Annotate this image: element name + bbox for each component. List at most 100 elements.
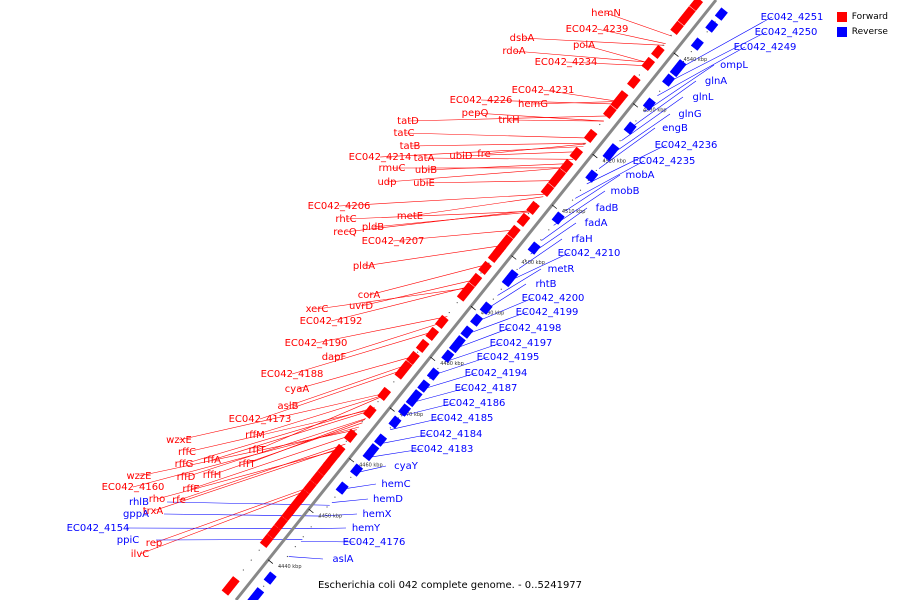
forward-gene-block xyxy=(456,282,475,302)
forward-leader-line xyxy=(379,146,584,158)
reverse-swatch xyxy=(836,26,847,37)
forward-leader-line xyxy=(521,37,665,46)
reverse-gene-label: ompL xyxy=(720,60,748,71)
genome-backbone xyxy=(234,0,718,600)
forward-gene-label: tatC xyxy=(394,128,415,139)
reverse-gene-block xyxy=(661,73,676,87)
forward-leader-line xyxy=(542,89,620,102)
forward-gene-label: EC042_4207 xyxy=(362,236,425,247)
forward-gene-label: uvrD xyxy=(349,301,373,312)
forward-leader-line xyxy=(403,132,591,139)
forward-gene-block xyxy=(377,386,392,402)
backbone-dot xyxy=(638,74,640,76)
tick-label: 4530 kbp xyxy=(643,108,667,114)
tick-label: 4540 kbp xyxy=(684,57,708,63)
backbone-dot xyxy=(310,526,312,528)
tick-mark xyxy=(267,559,274,564)
forward-leader-line xyxy=(423,157,574,160)
backbone-dot xyxy=(670,34,672,36)
reverse-gene-label: hemC xyxy=(381,479,410,490)
forward-leader-line xyxy=(460,151,580,157)
reverse-gene-block xyxy=(690,37,704,51)
reverse-gene-label: mobA xyxy=(625,170,654,181)
forward-gene-label: rhtC xyxy=(335,214,356,225)
forward-gene-label: wzxE xyxy=(166,435,192,446)
tick-mark xyxy=(632,103,639,108)
backbone-dot xyxy=(393,381,395,383)
backbone-dot xyxy=(294,546,296,548)
reverse-leader-line xyxy=(476,297,534,322)
forward-leader-line xyxy=(480,99,618,105)
forward-gene-label: corA xyxy=(358,290,381,301)
reverse-gene-label: metR xyxy=(548,264,575,275)
forward-gene-block xyxy=(689,0,704,12)
reverse-leader-line xyxy=(390,417,443,430)
legend-forward: Forward xyxy=(836,9,888,24)
reverse-gene-label: rhlB xyxy=(129,497,149,508)
forward-gene-label: EC042_4226 xyxy=(450,95,513,106)
backbone-dot xyxy=(492,298,494,300)
forward-leader-line xyxy=(185,418,366,478)
backbone-dot xyxy=(258,549,260,551)
legend-reverse: Reverse xyxy=(836,24,888,39)
reverse-leader-line xyxy=(466,311,528,335)
forward-leader-line xyxy=(338,193,546,207)
forward-gene-label: ubiB xyxy=(415,165,437,176)
reverse-leader-line xyxy=(367,448,423,458)
forward-gene-block xyxy=(362,404,377,420)
forward-leader-line xyxy=(596,28,666,44)
forward-gene-label: tatD xyxy=(397,116,419,127)
forward-gene-block xyxy=(650,44,665,60)
reverse-gene-label: hemD xyxy=(373,494,403,505)
backbone-dot xyxy=(662,44,664,46)
forward-gene-label: EC042_4190 xyxy=(285,338,348,349)
forward-gene-block xyxy=(495,234,514,254)
forward-leader-line xyxy=(132,426,360,488)
reverse-gene-label: rfaH xyxy=(571,234,592,245)
forward-leader-line xyxy=(246,419,366,465)
tick-mark xyxy=(592,153,598,159)
forward-leader-line xyxy=(178,443,346,501)
tick-mark xyxy=(308,508,314,514)
forward-gene-label: rffT xyxy=(238,459,256,470)
reverse-leader-line xyxy=(575,160,645,199)
forward-gene-label: EC042_4206 xyxy=(308,201,371,212)
reverse-leader-line xyxy=(400,402,455,417)
reverse-leader-line xyxy=(667,31,767,83)
forward-leader-line xyxy=(259,368,406,420)
forward-gene-block xyxy=(602,104,617,120)
reverse-gene-label: fadB xyxy=(596,203,619,214)
forward-leader-line xyxy=(190,434,353,490)
reverse-gene-block xyxy=(527,241,541,255)
reverse-leader-line xyxy=(125,527,312,529)
reverse-leader-line xyxy=(163,513,322,517)
backbone-dot xyxy=(571,199,574,201)
backbone-dot xyxy=(500,288,502,290)
forward-leader-line xyxy=(483,143,586,155)
forward-leader-line xyxy=(513,50,651,63)
forward-leader-line xyxy=(363,244,505,267)
reverse-gene-label: EC042_4250 xyxy=(755,27,818,38)
genome-caption: Escherichia coli 042 complete genome. - … xyxy=(318,580,582,591)
forward-gene-block xyxy=(626,74,641,90)
forward-leader-line xyxy=(344,209,533,233)
forward-gene-label: rffC xyxy=(178,447,196,458)
backbone-dot xyxy=(527,212,530,215)
forward-gene-label: dsbA xyxy=(510,33,535,44)
reverse-gene-block xyxy=(417,379,431,393)
reverse-leader-line xyxy=(508,252,570,282)
reverse-gene-label: mobB xyxy=(610,186,639,197)
backbone-dot xyxy=(334,496,336,498)
forward-gene-label: EC042_4239 xyxy=(566,24,629,35)
reverse-gene-label: EC042_4235 xyxy=(633,156,696,167)
reverse-gene-label: EC042_4210 xyxy=(558,248,621,259)
forward-leader-line xyxy=(409,196,544,217)
reverse-gene-label: gppA xyxy=(123,509,149,520)
forward-leader-line xyxy=(178,392,387,441)
forward-gene-block xyxy=(526,200,540,216)
forward-gene-label: ilvC xyxy=(131,549,149,560)
forward-gene-block xyxy=(583,128,598,144)
reverse-gene-label: rhtB xyxy=(535,279,556,290)
reverse-leader-line xyxy=(342,483,377,490)
forward-gene-block xyxy=(540,182,555,198)
